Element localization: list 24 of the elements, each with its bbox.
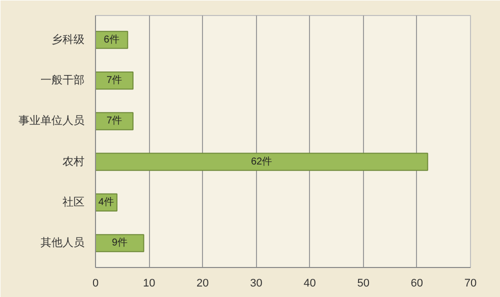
y-tick-label: 其他人员 [40, 236, 84, 250]
x-tick-label: 70 [464, 278, 477, 290]
x-tick-label: 0 [92, 278, 99, 290]
data-label: 4件 [98, 196, 114, 208]
y-tick-label: 社区 [62, 195, 84, 208]
data-label: 7件 [106, 75, 122, 86]
x-tick-label: 10 [142, 278, 156, 290]
x-tick-label: 40 [304, 278, 316, 290]
y-tick-label: 乡科级 [52, 32, 84, 46]
x-tick-label: 60 [410, 278, 424, 290]
bar [96, 234, 144, 252]
x-tick-label: 30 [250, 278, 262, 290]
data-label: 6件 [104, 34, 120, 46]
y-tick-label: 一般干部 [40, 74, 84, 87]
data-label: 7件 [106, 116, 122, 127]
bar [96, 152, 428, 171]
data-label: 62件 [251, 156, 272, 168]
x-tick-label: 20 [196, 278, 209, 290]
data-label: 9件 [112, 238, 128, 249]
x-tick-label: 50 [357, 278, 370, 290]
bar [96, 112, 134, 130]
y-tick-label: 事业单位人员 [18, 114, 84, 128]
bar [96, 71, 134, 90]
y-tick-label: 农村 [62, 154, 84, 168]
